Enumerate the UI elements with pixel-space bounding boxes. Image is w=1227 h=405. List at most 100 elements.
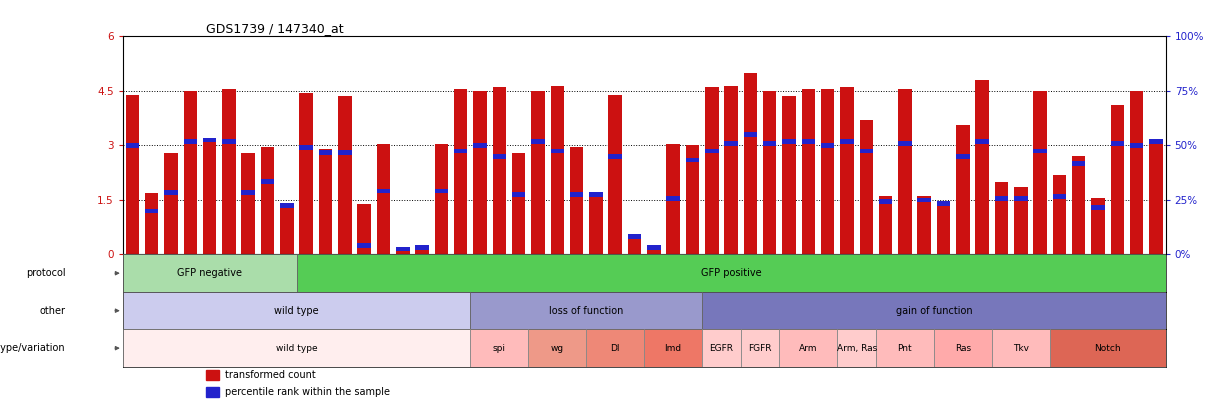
Bar [299,93,313,254]
Bar [1130,91,1144,254]
Text: protocol: protocol [26,268,65,278]
Text: FGFR: FGFR [748,344,772,353]
Bar [123,254,297,292]
Bar [876,329,934,367]
Bar [706,87,719,254]
Bar [1091,198,1104,254]
Bar [1130,143,1144,148]
Bar [918,196,931,254]
Bar [242,190,255,195]
Bar [840,87,854,254]
Bar [415,247,428,254]
Bar [297,254,1166,292]
Bar [666,196,680,200]
Bar [1053,175,1066,254]
Bar [666,144,680,254]
Bar [1014,187,1027,254]
Bar [975,80,989,254]
Bar [975,139,989,144]
Bar [415,245,428,249]
Text: Imd: Imd [665,344,682,353]
Bar [898,89,912,254]
Bar [936,201,950,206]
Bar [123,292,470,329]
Bar [531,139,545,144]
Bar [936,202,950,254]
Text: Ras: Ras [955,344,971,353]
Bar [470,329,529,367]
Bar [991,329,1050,367]
Bar [840,139,854,144]
Bar [470,292,702,329]
Bar [206,370,218,380]
Bar [145,209,158,213]
Bar [1150,139,1163,144]
Bar [242,153,255,254]
Bar [763,91,777,254]
Bar [339,96,352,254]
Bar [702,292,1166,329]
Bar [609,154,622,159]
Bar [991,329,1050,367]
Text: gain of function: gain of function [896,306,972,315]
Bar [299,145,313,149]
Bar [261,147,275,254]
Text: wg: wg [551,344,564,353]
Bar [357,243,371,248]
Bar [184,91,198,254]
Text: GFP positive: GFP positive [701,268,762,278]
Bar [628,236,642,254]
Bar [995,182,1009,254]
Bar [783,96,796,254]
Bar [956,154,969,159]
Bar [995,196,1009,200]
Bar [339,150,352,155]
Bar [1033,91,1047,254]
Bar [644,329,702,367]
Bar [569,192,583,197]
Bar [319,150,333,155]
Bar [1110,105,1124,254]
Bar [779,329,837,367]
Bar [474,143,487,148]
Bar [686,145,699,254]
Bar [783,139,796,144]
Bar [551,85,564,254]
Bar [898,141,912,146]
Bar [396,249,410,254]
Bar [821,143,834,148]
Bar [724,85,737,254]
Bar [1014,196,1027,200]
Bar [1033,149,1047,153]
Text: Arm, Ras: Arm, Ras [837,344,877,353]
Bar [377,144,390,254]
Bar [222,89,236,254]
Bar [587,329,644,367]
Bar [454,149,467,153]
Bar [434,144,448,254]
Bar [202,142,216,254]
Text: transformed count: transformed count [225,370,315,380]
Bar [123,329,470,367]
Bar [492,154,506,159]
Bar [918,198,931,202]
Bar [206,387,218,397]
Text: GFP negative: GFP negative [177,268,242,278]
Bar [492,87,506,254]
Bar [879,199,892,204]
Bar [741,329,779,367]
Bar [589,193,602,254]
Bar [184,139,198,144]
Bar [280,204,293,254]
Bar [1072,161,1086,166]
Bar [125,95,139,254]
Bar [801,89,815,254]
Bar [934,329,991,367]
Bar [609,95,622,254]
Bar [261,179,275,184]
Text: Notch: Notch [1094,344,1121,353]
Bar [702,329,741,367]
Bar [123,254,297,292]
Bar [741,329,779,367]
Bar [531,91,545,254]
